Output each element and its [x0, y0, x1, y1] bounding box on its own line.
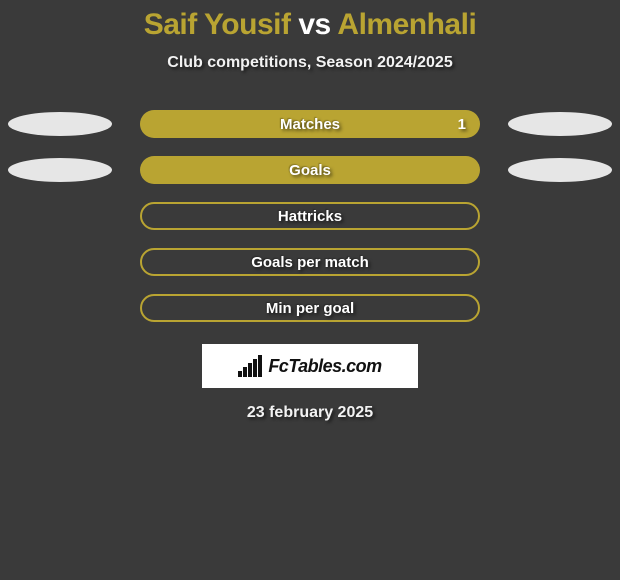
stat-row: Min per goal	[0, 294, 620, 322]
stat-pill: Matches1	[140, 110, 480, 138]
value-ellipse-right	[508, 158, 612, 182]
stat-label: Hattricks	[142, 208, 478, 225]
value-ellipse-left	[8, 112, 112, 136]
vs-label: vs	[298, 8, 330, 41]
value-ellipse-left	[8, 158, 112, 182]
stat-row: Matches1	[0, 110, 620, 138]
logo-bars-icon	[238, 355, 264, 377]
stat-label: Min per goal	[142, 300, 478, 317]
stat-row: Hattricks	[0, 202, 620, 230]
stats-area: Matches1 Goals Hattricks Goals per match Min…	[0, 110, 620, 322]
stat-label: Goals	[140, 162, 480, 179]
stat-label: Goals per match	[142, 254, 478, 271]
comparison-infographic: Saif Yousif vs Almenhali Club competitio…	[0, 0, 620, 580]
stat-pill: Hattricks	[140, 202, 480, 230]
stat-pill: Min per goal	[140, 294, 480, 322]
stat-value: 1	[458, 116, 466, 133]
value-ellipse-right	[508, 112, 612, 136]
stat-pill: Goals	[140, 156, 480, 184]
date-label: 23 february 2025	[247, 404, 373, 422]
logo-text: FcTables.com	[268, 356, 381, 377]
stat-label: Matches	[140, 116, 480, 133]
subtitle: Club competitions, Season 2024/2025	[167, 54, 452, 72]
stat-row: Goals	[0, 156, 620, 184]
page-title: Saif Yousif vs Almenhali	[144, 8, 477, 42]
player1-name: Saif Yousif	[144, 8, 291, 41]
logo-box: FcTables.com	[202, 344, 418, 388]
player2-name: Almenhali	[337, 8, 476, 41]
stat-pill: Goals per match	[140, 248, 480, 276]
stat-row: Goals per match	[0, 248, 620, 276]
